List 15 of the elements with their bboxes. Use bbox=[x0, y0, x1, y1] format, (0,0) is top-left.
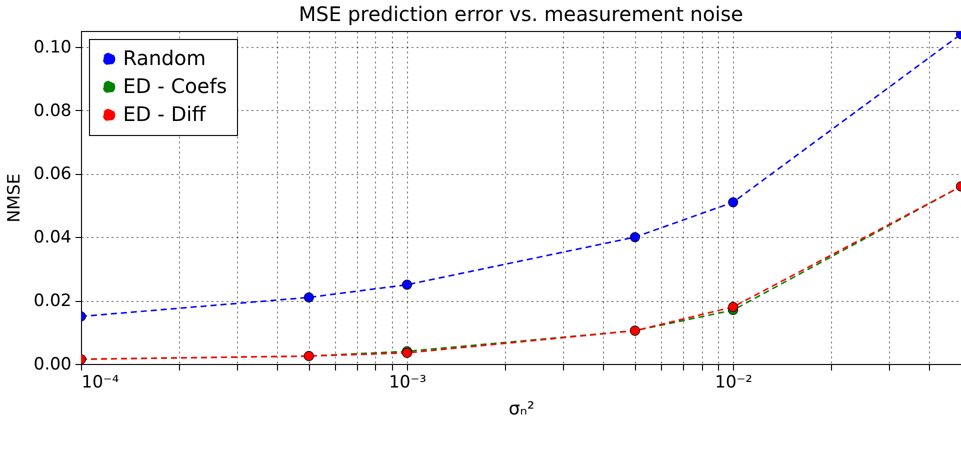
y-tick-label: 0.06 bbox=[34, 164, 72, 184]
x-tick-label: 10⁻⁴ bbox=[82, 372, 120, 392]
legend-label: ED - Diff bbox=[123, 102, 207, 126]
x-tick-label: 10⁻³ bbox=[388, 372, 426, 392]
legend-label: Random bbox=[123, 46, 206, 70]
x-axis-title: σₙ² bbox=[508, 398, 534, 420]
legend-label: ED - Coefs bbox=[123, 74, 227, 98]
y-axis-title: NMSE bbox=[4, 174, 25, 222]
chart-title: MSE prediction error vs. measurement noise bbox=[298, 2, 744, 26]
y-tick-label: 0.02 bbox=[34, 291, 72, 312]
y-tick-label: 0.10 bbox=[34, 37, 72, 58]
y-tick-label: 0.00 bbox=[34, 354, 72, 374]
x-tick-label: 10⁻² bbox=[714, 372, 752, 392]
y-tick-label: 0.08 bbox=[34, 100, 72, 121]
y-tick-label: 0.04 bbox=[34, 228, 72, 248]
